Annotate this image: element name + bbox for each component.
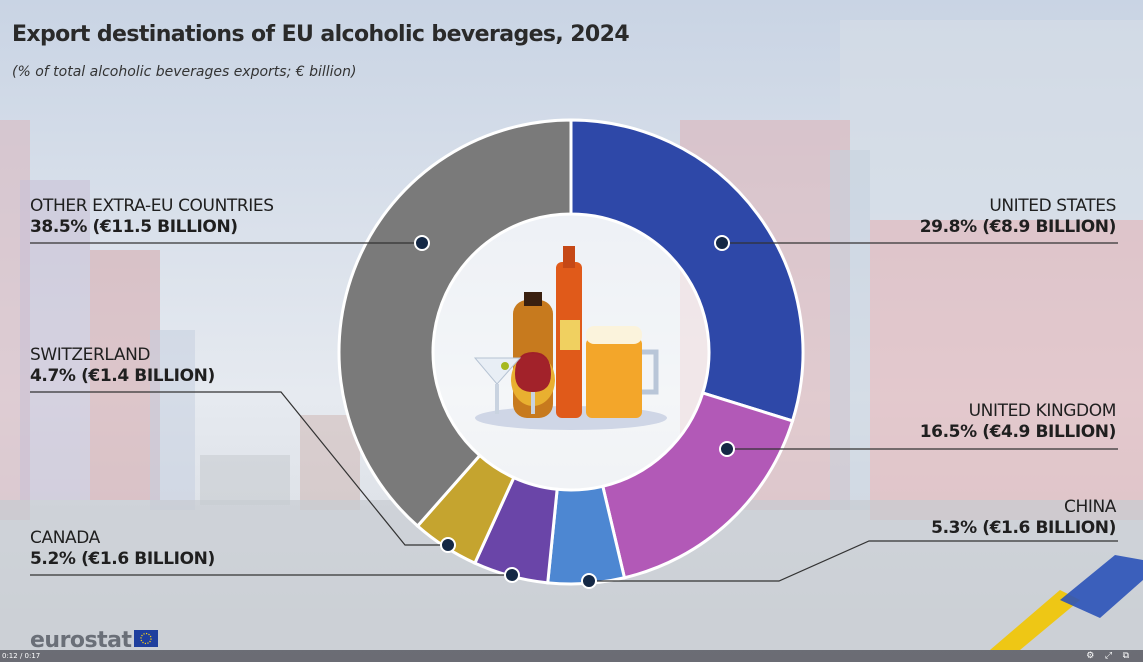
drinks-illustration	[473, 246, 667, 430]
label-switzerland: SWITZERLAND 4.7% (€1.4 BILLION)	[30, 345, 215, 387]
slice-united-states	[569, 118, 805, 423]
label-other-name: OTHER EXTRA-EU COUNTRIES	[30, 196, 274, 216]
share-icon[interactable]: ⧉	[1122, 650, 1129, 660]
video-controls: ⚙ ⤢ ⧉	[1078, 650, 1129, 662]
label-other-value: 38.5% (€11.5 BILLION)	[30, 217, 238, 237]
label-united-states: UNITED STATES 29.8% (€8.9 BILLION)	[919, 196, 1117, 238]
label-canada-value: 5.2% (€1.6 BILLION)	[30, 549, 215, 569]
label-united-states-name: UNITED STATES	[989, 196, 1116, 216]
marker-dot	[414, 235, 430, 251]
label-united-kingdom: UNITED KINGDOM 16.5% (€4.9 BILLION)	[919, 401, 1117, 443]
marker-dot	[719, 441, 735, 457]
label-canada: CANADA 5.2% (€1.6 BILLION)	[30, 528, 215, 570]
label-united-kingdom-name: UNITED KINGDOM	[968, 401, 1117, 421]
label-canada-name: CANADA	[30, 528, 100, 548]
eurostat-logo: eurostat	[30, 628, 132, 653]
marker-dot	[504, 567, 520, 583]
label-china-name: CHINA	[1063, 497, 1116, 517]
label-switzerland-value: 4.7% (€1.4 BILLION)	[30, 366, 215, 386]
video-progress-bar[interactable]	[0, 650, 1143, 662]
marker-dot	[581, 573, 597, 589]
chart-title: Export destinations of EU alcoholic beve…	[12, 22, 630, 47]
leader-line	[30, 391, 448, 546]
eu-flag-icon	[134, 630, 158, 647]
chart-subtitle: (% of total alcoholic beverages exports;…	[12, 64, 357, 80]
label-china: CHINA 5.3% (€1.6 BILLION)	[931, 497, 1116, 539]
slice-other-extra-eu-countries	[337, 118, 573, 529]
label-united-kingdom-value: 16.5% (€4.9 BILLION)	[919, 422, 1117, 442]
fullscreen-icon[interactable]: ⤢	[1104, 650, 1113, 660]
marker-dot	[440, 537, 456, 553]
marker-dot	[714, 235, 730, 251]
label-other: OTHER EXTRA-EU COUNTRIES 38.5% (€11.5 BI…	[30, 196, 274, 238]
label-switzerland-name: SWITZERLAND	[30, 345, 151, 365]
label-united-states-value: 29.8% (€8.9 BILLION)	[919, 217, 1117, 237]
gear-icon[interactable]: ⚙	[1086, 650, 1095, 660]
label-china-value: 5.3% (€1.6 BILLION)	[931, 518, 1116, 538]
leader-line	[589, 540, 1118, 582]
video-time: 0:12 / 0:17	[2, 652, 41, 660]
